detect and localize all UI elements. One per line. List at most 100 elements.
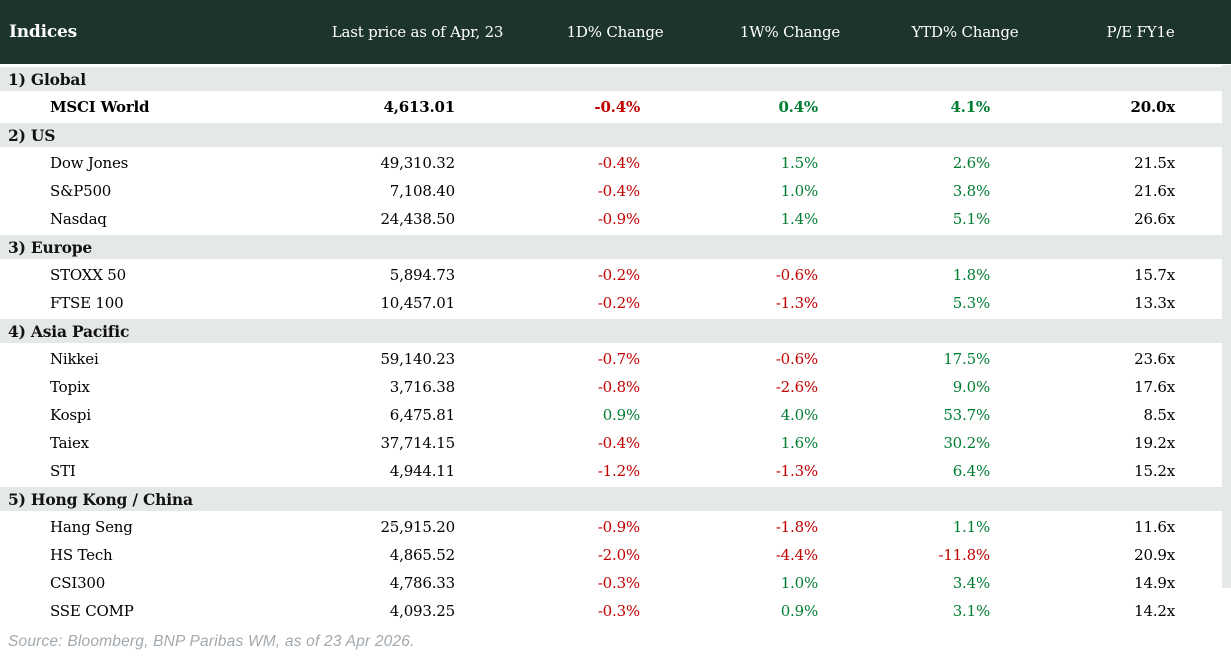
index-name-cell: SSE COMP: [0, 597, 305, 625]
index-row: STI 4,944.11 -1.2% -1.3% 6.4% 15.2x: [0, 457, 1231, 486]
1w-change-cell: 0.9%: [700, 597, 880, 625]
ytd-change-cell: 6.4%: [880, 457, 1050, 486]
last-price-cell: 4,865.52: [305, 541, 530, 569]
1w-change-cell: -1.3%: [700, 289, 880, 318]
1w-change-cell: 4.0%: [700, 401, 880, 429]
1d-change-cell: -0.4%: [530, 92, 700, 122]
column-header-indices: Indices: [0, 0, 305, 67]
index-name-cell: Nasdaq: [0, 205, 305, 234]
1d-change-cell: 0.9%: [530, 401, 700, 429]
1w-change-cell: 1.0%: [700, 177, 880, 205]
last-price-cell: 59,140.23: [305, 344, 530, 373]
table-right-gutter: [1222, 65, 1231, 588]
index-row: Topix 3,716.38 -0.8% -2.6% 9.0% 17.6x: [0, 373, 1231, 401]
ytd-change-cell: 5.3%: [880, 289, 1050, 318]
index-name-cell: Hang Seng: [0, 512, 305, 541]
pe-cell: 23.6x: [1050, 344, 1231, 373]
section-row: 2) US: [0, 121, 1231, 149]
ytd-change-cell: 3.4%: [880, 569, 1050, 597]
pe-cell: 20.0x: [1050, 92, 1231, 122]
1d-change-cell: -0.8%: [530, 373, 700, 401]
index-row: Nikkei 59,140.23 -0.7% -0.6% 17.5% 23.6x: [0, 344, 1231, 373]
1d-change-cell: -2.0%: [530, 541, 700, 569]
index-row: Kospi 6,475.81 0.9% 4.0% 53.7% 8.5x: [0, 401, 1231, 429]
index-row: HS Tech 4,865.52 -2.0% -4.4% -11.8% 20.9x: [0, 541, 1231, 569]
index-name-cell: S&P500: [0, 177, 305, 205]
1w-change-cell: -1.8%: [700, 512, 880, 541]
pe-cell: 19.2x: [1050, 429, 1231, 457]
section-label: 5) Hong Kong / China: [0, 485, 1231, 513]
1d-change-cell: -0.3%: [530, 597, 700, 625]
1d-change-cell: -0.4%: [530, 429, 700, 457]
1d-change-cell: -0.4%: [530, 177, 700, 205]
indices-table: Indices Last price as of Apr, 23 1D% Cha…: [0, 0, 1231, 625]
ytd-change-cell: 3.1%: [880, 597, 1050, 625]
ytd-change-cell: 2.6%: [880, 148, 1050, 177]
1w-change-cell: -0.6%: [700, 344, 880, 373]
index-row: STOXX 50 5,894.73 -0.2% -0.6% 1.8% 15.7x: [0, 260, 1231, 289]
pe-cell: 21.6x: [1050, 177, 1231, 205]
indices-table-body: 1) Global MSCI World 4,613.01 -0.4% 0.4% 4.1%…: [0, 64, 1231, 625]
ytd-change-cell: 1.1%: [880, 512, 1050, 541]
last-price-cell: 5,894.73: [305, 260, 530, 289]
last-price-cell: 24,438.50: [305, 205, 530, 234]
index-name-cell: Kospi: [0, 401, 305, 429]
column-header-1d-change: 1D% Change: [530, 0, 700, 67]
1w-change-cell: -1.3%: [700, 457, 880, 486]
pe-cell: 15.7x: [1050, 260, 1231, 289]
1d-change-cell: -0.3%: [530, 569, 700, 597]
section-row: 1) Global: [0, 64, 1231, 93]
last-price-cell: 4,613.01: [305, 92, 530, 122]
source-note: Source: Bloomberg, BNP Paribas WM, as of…: [8, 633, 415, 650]
index-row: Hang Seng 25,915.20 -0.9% -1.8% 1.1% 11.6x: [0, 512, 1231, 541]
ytd-change-cell: 9.0%: [880, 373, 1050, 401]
index-name-cell: Dow Jones: [0, 148, 305, 177]
pe-cell: 11.6x: [1050, 512, 1231, 541]
index-name-cell: STI: [0, 457, 305, 486]
ytd-change-cell: 4.1%: [880, 92, 1050, 122]
last-price-cell: 10,457.01: [305, 289, 530, 318]
pe-cell: 14.9x: [1050, 569, 1231, 597]
section-label: 4) Asia Pacific: [0, 317, 1231, 345]
index-row: FTSE 100 10,457.01 -0.2% -1.3% 5.3% 13.3x: [0, 289, 1231, 318]
index-name-cell: CSI300: [0, 569, 305, 597]
index-row: S&P500 7,108.40 -0.4% 1.0% 3.8% 21.6x: [0, 177, 1231, 205]
pe-cell: 17.6x: [1050, 373, 1231, 401]
pe-cell: 20.9x: [1050, 541, 1231, 569]
index-name-cell: MSCI World: [0, 92, 305, 122]
1d-change-cell: -0.9%: [530, 512, 700, 541]
last-price-cell: 4,944.11: [305, 457, 530, 486]
index-name-cell: FTSE 100: [0, 289, 305, 318]
1d-change-cell: -0.9%: [530, 205, 700, 234]
1d-change-cell: -0.2%: [530, 289, 700, 318]
index-name-cell: Topix: [0, 373, 305, 401]
index-name-cell: STOXX 50: [0, 260, 305, 289]
index-name-cell: HS Tech: [0, 541, 305, 569]
index-row: Dow Jones 49,310.32 -0.4% 1.5% 2.6% 21.5x: [0, 148, 1231, 177]
ytd-change-cell: 3.8%: [880, 177, 1050, 205]
last-price-cell: 4,093.25: [305, 597, 530, 625]
1d-change-cell: -0.4%: [530, 148, 700, 177]
last-price-cell: 25,915.20: [305, 512, 530, 541]
last-price-cell: 49,310.32: [305, 148, 530, 177]
last-price-cell: 4,786.33: [305, 569, 530, 597]
ytd-change-cell: 30.2%: [880, 429, 1050, 457]
1d-change-cell: -0.2%: [530, 260, 700, 289]
pe-cell: 21.5x: [1050, 148, 1231, 177]
last-price-cell: 7,108.40: [305, 177, 530, 205]
last-price-cell: 6,475.81: [305, 401, 530, 429]
pe-cell: 8.5x: [1050, 401, 1231, 429]
column-header-last-price: Last price as of Apr, 23: [305, 0, 530, 67]
ytd-change-cell: 5.1%: [880, 205, 1050, 234]
1w-change-cell: 1.0%: [700, 569, 880, 597]
pe-cell: 14.2x: [1050, 597, 1231, 625]
section-label: 1) Global: [0, 64, 1231, 93]
section-row: 3) Europe: [0, 233, 1231, 261]
ytd-change-cell: -11.8%: [880, 541, 1050, 569]
index-name-cell: Nikkei: [0, 344, 305, 373]
1d-change-cell: -0.7%: [530, 344, 700, 373]
pe-cell: 15.2x: [1050, 457, 1231, 486]
table-header: Indices Last price as of Apr, 23 1D% Cha…: [0, 0, 1231, 67]
column-header-1w-change: 1W% Change: [700, 0, 880, 67]
1w-change-cell: 1.5%: [700, 148, 880, 177]
